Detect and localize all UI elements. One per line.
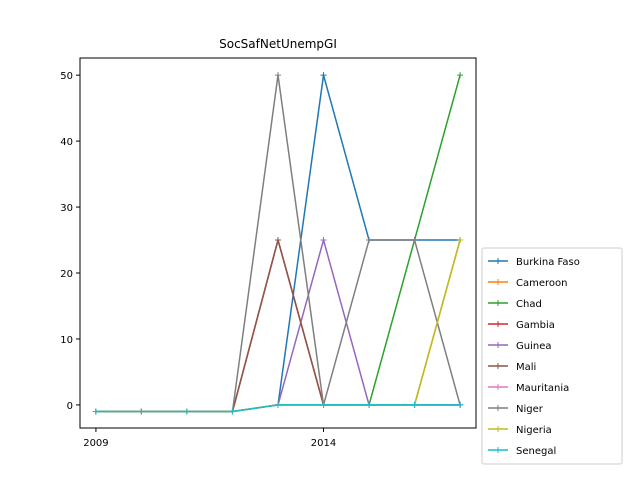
data-point: [275, 237, 281, 244]
data-point: [320, 401, 327, 408]
data-point: [275, 401, 281, 408]
series-burkina-faso: [92, 72, 464, 415]
legend-label: Guinea: [516, 341, 551, 352]
series-line-burkina-faso: [95, 74, 461, 413]
plot-area-frame: [79, 57, 477, 429]
series-line-gambia: [95, 239, 461, 413]
legend-marker: [495, 300, 501, 306]
series-senegal: [92, 401, 464, 415]
series-niger: [92, 72, 464, 415]
legend-label: Mali: [516, 362, 536, 373]
y-axis: 0 10 20 30 40 50: [60, 71, 80, 412]
x-tick-label: 2014: [311, 438, 336, 449]
series-chad: [92, 72, 464, 415]
legend-label: Burkina Faso: [516, 257, 580, 268]
legend-item-chad: Chad: [488, 299, 542, 310]
y-tick-label: 40: [60, 137, 73, 148]
series-line-cameroon: [95, 239, 461, 413]
series-line-niger: [95, 74, 461, 413]
legend-marker: [495, 405, 501, 411]
legend-label: Gambia: [516, 320, 555, 331]
legend-marker: [495, 279, 501, 285]
data-point: [457, 401, 464, 408]
x-tick-label: 2009: [83, 438, 108, 449]
legend-marker: [495, 258, 501, 264]
series-line-nigeria: [95, 239, 461, 413]
legend-frame: [481, 247, 623, 465]
legend-label: Niger: [516, 404, 544, 415]
data-point: [457, 72, 464, 79]
series-line-mali: [95, 239, 461, 413]
legend-item-mauritania: Mauritania: [488, 383, 569, 394]
legend-marker: [495, 447, 501, 453]
y-tick-label: 10: [60, 335, 73, 346]
data-point: [183, 408, 190, 415]
legend-marker: [495, 321, 501, 327]
series-line-guinea: [95, 239, 461, 413]
legend-item-guinea: Guinea: [488, 341, 551, 352]
legend-marker: [495, 363, 501, 369]
legend-label: Senegal: [516, 446, 556, 457]
series-line-chad: [95, 74, 461, 413]
chart-title: SocSafNetUnempGI: [219, 37, 337, 51]
legend-item-senegal: Senegal: [488, 446, 556, 457]
data-point: [320, 237, 327, 244]
legend-marker: [495, 426, 501, 432]
data-point: [366, 237, 373, 244]
legend-marker: [495, 384, 501, 390]
x-axis: 2009 2014: [83, 428, 336, 449]
y-tick-label: 0: [67, 401, 73, 412]
legend-item-cameroon: Cameroon: [488, 278, 567, 289]
legend-label: Cameroon: [516, 278, 567, 289]
legend-label: Chad: [516, 299, 542, 310]
data-point: [411, 401, 418, 408]
legend: Burkina Faso Cameroon Chad Gambia Guinea Mali…: [481, 247, 623, 465]
data-point: [457, 237, 464, 244]
legend-label: Nigeria: [516, 425, 552, 436]
data-point: [320, 72, 327, 79]
data-point: [92, 408, 99, 415]
legend-item-nigeria: Nigeria: [488, 425, 552, 436]
y-tick-label: 20: [60, 269, 73, 280]
legend-item-gambia: Gambia: [488, 320, 555, 331]
legend-label: Mauritania: [516, 383, 569, 394]
legend-item-niger: Niger: [488, 404, 544, 415]
data-point: [366, 401, 373, 408]
legend-item-mali: Mali: [488, 362, 536, 373]
y-tick-label: 30: [60, 203, 73, 214]
data-point: [138, 408, 145, 415]
legend-item-burkina-faso: Burkina Faso: [488, 257, 580, 268]
data-point: [229, 408, 236, 415]
series-layer: [92, 72, 464, 415]
y-tick-label: 50: [60, 71, 73, 82]
data-point: [275, 72, 281, 79]
legend-marker: [495, 342, 501, 348]
data-point: [411, 237, 418, 244]
